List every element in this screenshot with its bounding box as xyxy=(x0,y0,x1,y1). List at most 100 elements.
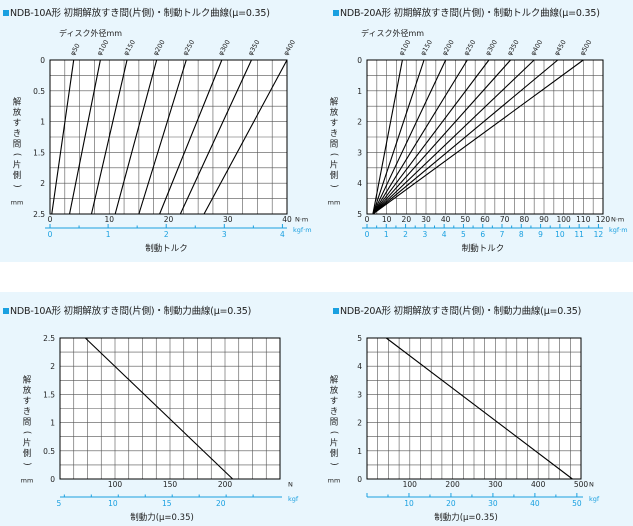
y-tick-label: 2 xyxy=(40,179,45,188)
y-axis-title-char: 片 xyxy=(330,438,339,449)
x-tick-label: 100 xyxy=(403,480,418,489)
y-axis-title-char: ) xyxy=(329,462,339,465)
y-axis-title-char: す xyxy=(23,397,32,407)
secondary-tick-label: 50 xyxy=(572,499,582,508)
secondary-axis-unit: kgf xyxy=(589,495,600,503)
secondary-tick-label: 2 xyxy=(164,230,169,239)
secondary-tick-label: 0 xyxy=(48,230,53,239)
secondary-axis-unit: kgf·m xyxy=(609,226,628,234)
x-axis-title: 制動力(μ=0.35) xyxy=(434,512,498,523)
x-tick-label: 110 xyxy=(576,215,591,224)
x-tick-label: 50 xyxy=(461,215,471,224)
y-tick-label: 2 xyxy=(50,362,55,371)
secondary-tick-label: 12 xyxy=(594,230,604,239)
secondary-tick-label: 30 xyxy=(488,499,498,508)
secondary-tick-label: 4 xyxy=(280,230,285,239)
y-axis-title-char: 片 xyxy=(23,438,32,449)
y-tick-label: 1 xyxy=(50,419,55,428)
series-line xyxy=(372,59,535,215)
chart-title-text: NDB-10A形 初期解放すき間(片側)・制動トルク曲線(μ=0.35) xyxy=(10,8,270,19)
series-line xyxy=(69,59,101,215)
chart-title-ndb10a-torque: NDB-10A形 初期解放すき間(片側)・制動トルク曲線(μ=0.35) xyxy=(3,5,270,19)
secondary-tick-label: 1 xyxy=(106,230,111,239)
x-tick-label: 20 xyxy=(164,215,174,224)
chart-title-text: NDB-10A形 初期解放すき間(片側)・制動力曲線(μ=0.35) xyxy=(10,306,252,317)
chart-title-text: NDB-20A形 初期解放すき間(片側)・制動力曲線(μ=0.35) xyxy=(340,306,582,317)
y-axis-title-char: ( xyxy=(22,431,32,434)
y-axis-title-char: 放 xyxy=(13,107,22,118)
x-tick-label: 120 xyxy=(596,215,611,224)
x-tick-label: 40 xyxy=(282,215,292,224)
y-axis-title-char: 解 xyxy=(23,375,32,386)
y-axis-title-char: ( xyxy=(329,431,339,434)
secondary-tick-label: 10 xyxy=(404,499,414,508)
y-tick-label: 2.5 xyxy=(33,210,45,219)
secondary-tick-label: 5 xyxy=(57,499,62,508)
secondary-tick-label: 11 xyxy=(574,230,584,239)
series-line xyxy=(372,59,511,215)
plot-frame xyxy=(49,59,288,215)
secondary-axis-unit: kgf xyxy=(288,495,299,503)
y-axis-title-char: き xyxy=(13,129,22,139)
series-line xyxy=(179,59,252,215)
y-tick-label: 2.5 xyxy=(43,334,55,343)
disc-diameter-label: ディスク外径mm xyxy=(59,28,122,38)
y-tick-label: 0 xyxy=(357,475,362,484)
series-line xyxy=(114,59,158,215)
y-tick-label: 3 xyxy=(357,390,362,399)
x-tick-label: 10 xyxy=(104,215,114,224)
secondary-tick-label: 40 xyxy=(530,499,540,508)
chart-title-ndb20a-force: NDB-20A形 初期解放すき間(片側)・制動力曲線(μ=0.35) xyxy=(333,303,581,317)
secondary-tick-label: 3 xyxy=(222,230,227,239)
x-axis-title: 制動力(μ=0.35) xyxy=(130,512,194,523)
y-axis-unit: mm xyxy=(328,477,341,485)
y-axis-title-char: す xyxy=(13,119,22,129)
series-line xyxy=(84,337,234,480)
y-tick-label: 0.5 xyxy=(33,87,45,96)
x-tick-label: 10 xyxy=(382,215,392,224)
y-axis-title-char: 解 xyxy=(330,375,339,386)
x-tick-label: 40 xyxy=(441,215,451,224)
y-tick-label: 1 xyxy=(40,118,45,127)
y-axis-title-char: ( xyxy=(12,153,22,156)
y-axis-title-char: ( xyxy=(329,153,339,156)
y-axis-title-char: 放 xyxy=(330,385,339,396)
x-tick-label: 500 xyxy=(574,480,589,489)
x-axis-unit: N xyxy=(589,481,594,489)
y-axis-title-char: す xyxy=(330,397,339,407)
x-tick-label: 20 xyxy=(402,215,412,224)
secondary-tick-label: 10 xyxy=(108,499,118,508)
y-axis-title-char: ) xyxy=(329,184,339,187)
y-axis-title-char: 間 xyxy=(330,418,339,428)
secondary-tick-label: 1 xyxy=(384,230,389,239)
secondary-tick-label: 20 xyxy=(446,499,456,508)
plot-frame xyxy=(59,337,281,480)
x-tick-label: 100 xyxy=(557,215,572,224)
secondary-tick-label: 15 xyxy=(162,499,172,508)
x-tick-label: 400 xyxy=(531,480,546,489)
y-tick-label: 0 xyxy=(50,475,55,484)
secondary-tick-label: 9 xyxy=(538,230,543,239)
y-axis-title-char: 間 xyxy=(330,140,339,150)
y-axis-title-char: 側 xyxy=(330,448,339,459)
series-line xyxy=(51,59,75,215)
y-tick-label: 2 xyxy=(357,419,362,428)
series-line xyxy=(372,59,425,215)
y-axis-title-char: 側 xyxy=(23,448,32,459)
secondary-tick-label: 6 xyxy=(480,230,485,239)
series-line xyxy=(385,337,573,480)
y-tick-label: 0 xyxy=(357,56,362,65)
y-tick-label: 1.5 xyxy=(43,390,55,399)
y-tick-label: 1 xyxy=(357,87,362,96)
chart-title-text: NDB-20A形 初期解放すき間(片側)・制動トルク曲線(μ=0.35) xyxy=(340,8,600,19)
y-axis-unit: mm xyxy=(328,199,341,207)
y-axis-title-char: き xyxy=(330,407,339,417)
plot-frame xyxy=(366,337,582,480)
x-axis-title: 制動トルク xyxy=(462,243,505,254)
series-line xyxy=(372,59,403,215)
y-tick-label: 4 xyxy=(357,362,362,371)
y-axis-title-char: 解 xyxy=(330,97,339,108)
x-tick-label: 0 xyxy=(365,215,370,224)
title-square-icon xyxy=(3,308,9,314)
x-tick-label: 200 xyxy=(445,480,460,489)
